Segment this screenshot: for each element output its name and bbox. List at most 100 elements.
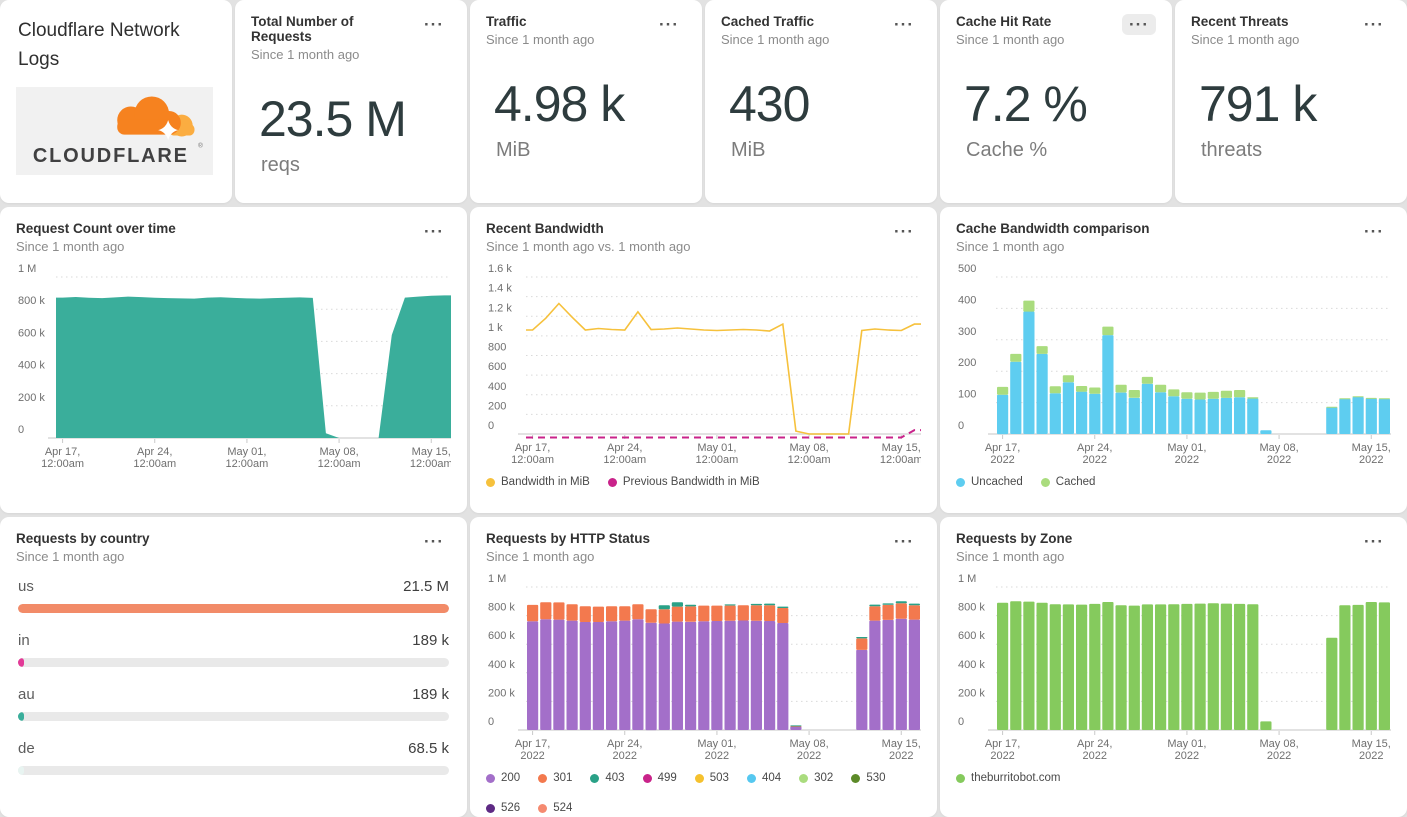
svg-text:100: 100 [958,389,976,401]
legend-dot-icon [851,773,861,783]
country-label: in [18,632,30,649]
stat-value: 791 k [1199,76,1317,132]
legend-label: theburritobot.com [971,772,1061,784]
panel-request-count: Request Count over time Since 1 month ag… [0,207,467,513]
svg-text:May 15,: May 15, [1352,442,1391,454]
svg-text:Apr 17,: Apr 17, [45,446,80,458]
panel-title: Recent Bandwidth [486,221,604,236]
cloudflare-logo-text: CLOUDFLARE [33,145,189,167]
legend-dot-icon [538,803,548,813]
legend-item[interactable]: Uncached [956,476,1023,488]
svg-text:2022: 2022 [1359,454,1383,466]
stat-value: 430 [729,76,810,132]
more-options-icon[interactable]: ··· [1357,14,1391,35]
panel-title: Traffic [486,14,527,29]
svg-text:200 k: 200 k [18,392,45,404]
svg-text:May 15,: May 15, [882,738,921,750]
country-bar-fill [18,604,449,613]
panel-traffic: Traffic Since 1 month ago ··· 4.98 k MiB [470,0,702,203]
panel-title: Cache Bandwidth comparison [956,221,1150,236]
legend-item[interactable]: 404 [746,772,782,784]
legend-item[interactable]: 499 [642,772,677,784]
legend-dot-icon [956,773,965,783]
svg-text:Apr 17,: Apr 17, [985,442,1020,454]
legend-item[interactable]: 503 [694,772,729,784]
svg-text:0: 0 [488,716,494,728]
svg-text:May 15,: May 15, [882,442,921,454]
country-value: 189 k [412,632,449,649]
svg-text:400 k: 400 k [488,659,515,671]
more-options-icon[interactable]: ··· [417,14,451,35]
svg-text:800 k: 800 k [958,602,985,614]
country-bar-track [18,658,449,667]
panel-title: Requests by Zone [956,531,1073,546]
chart-legend: theburritobot.com [956,772,1391,784]
svg-text:200: 200 [958,357,976,369]
legend-label: 403 [605,772,625,784]
svg-text:800 k: 800 k [18,295,45,307]
more-options-icon[interactable]: ··· [417,221,451,242]
legend-item[interactable]: Previous Bandwidth in MiB [607,476,760,488]
bottom-row: Requests by country Since 1 month ago ··… [0,517,1407,817]
legend-item[interactable]: 526 [486,802,520,814]
svg-text:2022: 2022 [1175,750,1199,762]
svg-text:2022: 2022 [1083,750,1107,762]
panel-cached-traffic: Cached Traffic Since 1 month ago ··· 430… [705,0,937,203]
legend-dot-icon [956,477,965,487]
svg-text:12:00am: 12:00am [511,454,554,466]
legend-item[interactable]: 530 [851,772,886,784]
legend-dot-icon [486,803,495,813]
legend-item[interactable]: 524 [538,802,572,814]
more-options-icon[interactable]: ··· [887,14,921,35]
svg-text:12:00am: 12:00am [41,458,84,470]
legend-item[interactable]: 302 [799,772,833,784]
svg-text:600: 600 [488,361,506,373]
country-label: us [18,578,34,595]
panel-subtitle: Since 1 month ago [721,32,830,47]
svg-text:12:00am: 12:00am [603,454,646,466]
more-options-icon[interactable]: ··· [887,531,921,552]
legend-item[interactable]: Cached [1040,476,1095,488]
svg-text:200 k: 200 k [488,687,515,699]
legend-label: 524 [553,802,573,814]
legend-dot-icon [746,773,756,783]
legend-item[interactable]: Bandwidth in MiB [486,476,590,488]
legend-label: 503 [709,772,729,784]
more-options-icon[interactable]: ··· [1357,531,1391,552]
legend-item[interactable]: theburritobot.com [956,772,1061,784]
svg-text:400 k: 400 k [18,360,45,372]
svg-text:600 k: 600 k [488,630,515,642]
country-bar-fill [18,766,25,775]
panel-subtitle: Since 1 month ago [956,549,1065,564]
svg-text:400 k: 400 k [958,659,985,671]
country-bar-fill [18,658,25,667]
svg-text:1 k: 1 k [488,322,503,334]
svg-text:May 08,: May 08, [790,738,829,750]
svg-text:500: 500 [958,263,976,275]
legend-item[interactable]: 301 [538,772,572,784]
more-options-icon[interactable]: ··· [1122,14,1156,35]
legend-item[interactable]: 403 [590,772,625,784]
svg-text:Apr 24,: Apr 24, [137,446,172,458]
svg-text:May 01,: May 01, [227,446,266,458]
more-options-icon[interactable]: ··· [652,14,686,35]
svg-text:600 k: 600 k [18,327,45,339]
country-value: 68.5 k [408,740,449,757]
chart-legend: 200 301 403 499 503 404 302 530 526 524 [486,772,921,814]
stat-value: 4.98 k [494,76,625,132]
more-options-icon[interactable]: ··· [887,221,921,242]
svg-text:May 01,: May 01, [697,738,736,750]
svg-text:1 M: 1 M [18,263,36,275]
legend-label: 404 [761,772,782,784]
panel-requests-by-zone: Requests by Zone Since 1 month ago ··· 1… [940,517,1407,817]
country-row: de 68.5 k [18,740,449,775]
svg-text:May 15,: May 15, [412,446,451,458]
panel-subtitle: Since 1 month ago [486,32,595,47]
chart-legend: Uncached Cached [956,476,1391,488]
svg-text:2022: 2022 [1175,454,1199,466]
legend-item[interactable]: 200 [486,772,520,784]
svg-text:2022: 2022 [1267,454,1291,466]
more-options-icon[interactable]: ··· [417,531,451,552]
more-options-icon[interactable]: ··· [1357,221,1391,242]
panel-subtitle: Since 1 month ago [956,239,1065,254]
